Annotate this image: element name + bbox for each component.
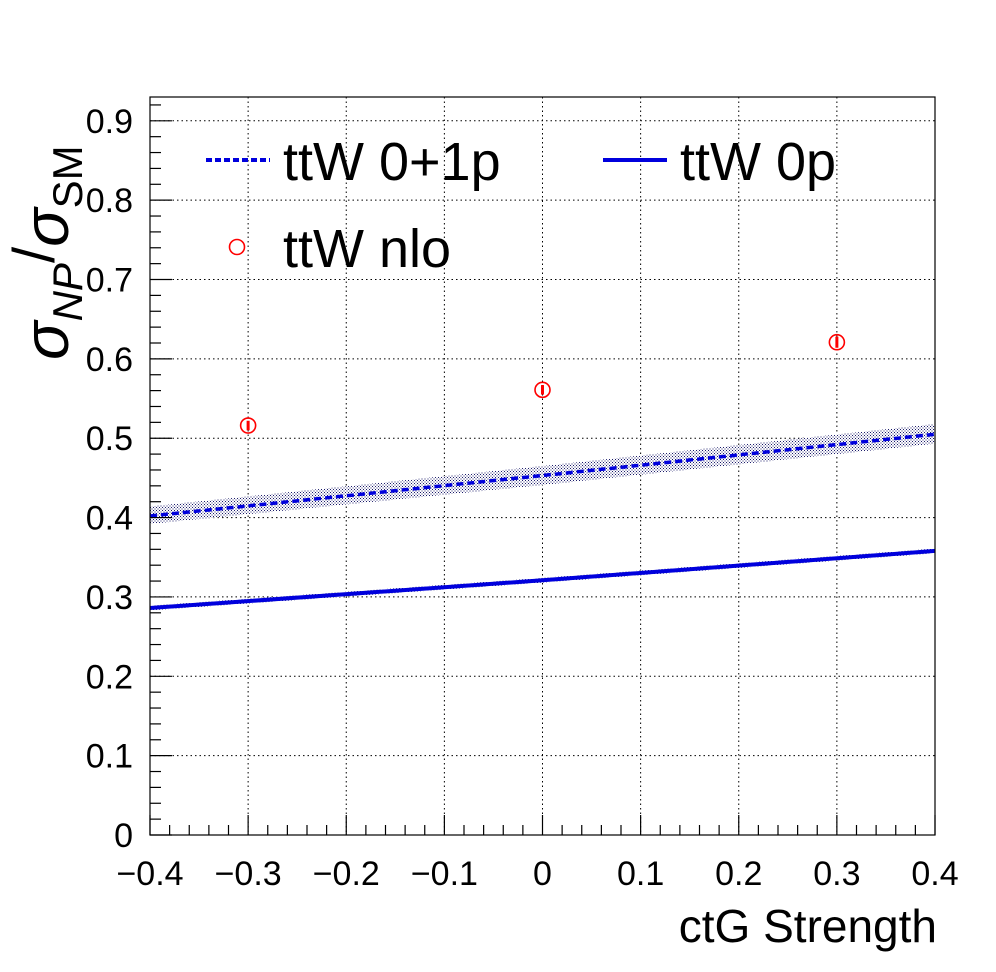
y-axis-title-text: σNP/σSM xyxy=(2,145,91,360)
x-axis-title: ctG Strength xyxy=(679,900,937,952)
series-markers xyxy=(239,333,846,434)
x-tick-label: −0.2 xyxy=(313,855,380,893)
y-tick-label: 0.8 xyxy=(86,182,133,220)
y-tick-label: 0.7 xyxy=(86,262,133,300)
series-line-ttw-0p xyxy=(149,548,936,611)
y-tick-label: 0 xyxy=(114,817,133,855)
legend-label-ttw-nlo: ttW nlo xyxy=(283,219,451,279)
y-tick-label: 0.1 xyxy=(86,738,133,776)
x-tick-label: 0.1 xyxy=(617,855,664,893)
y-axis-title: σNP/σSM xyxy=(2,145,91,360)
legend-swatch-ttw-nlo xyxy=(228,238,246,256)
y-tick-label: 0.3 xyxy=(86,579,133,617)
y-tick-label: 0.6 xyxy=(86,341,133,379)
x-tick-label: −0.4 xyxy=(116,855,183,893)
tick-labels: −0.4 −0.3 −0.2 −0.1 0 0.1 0.2 0.3 0.4 0 0.1 0.2 0.3 0… xyxy=(86,103,959,893)
legend-label-ttw-0p: ttW 0p xyxy=(680,132,836,192)
y-tick-label: 0.5 xyxy=(86,420,133,458)
data-point-ttw-nlo xyxy=(239,417,257,434)
x-tick-label: 0 xyxy=(533,855,552,893)
data-point-ttw-nlo xyxy=(534,381,551,399)
band-ttw-0-1p xyxy=(150,423,935,524)
series-lines xyxy=(149,432,936,611)
data-point-ttw-nlo xyxy=(828,333,846,351)
axis-ticks xyxy=(149,104,936,836)
y-tick-label: 0.4 xyxy=(86,500,133,538)
x-tick-label: 0.2 xyxy=(715,855,762,893)
x-tick-label: 0.3 xyxy=(813,855,860,893)
legend-label-ttw-0-1p: ttW 0+1p xyxy=(283,132,501,192)
x-tick-label: −0.3 xyxy=(215,855,282,893)
y-tick-label: 0.2 xyxy=(86,658,133,696)
x-tick-label: −0.1 xyxy=(411,855,478,893)
legend: ttW 0+1p ttW 0p ttW nlo xyxy=(206,132,836,279)
y-tick-label: 0.9 xyxy=(86,103,133,141)
x-tick-label: 0.4 xyxy=(911,855,958,893)
